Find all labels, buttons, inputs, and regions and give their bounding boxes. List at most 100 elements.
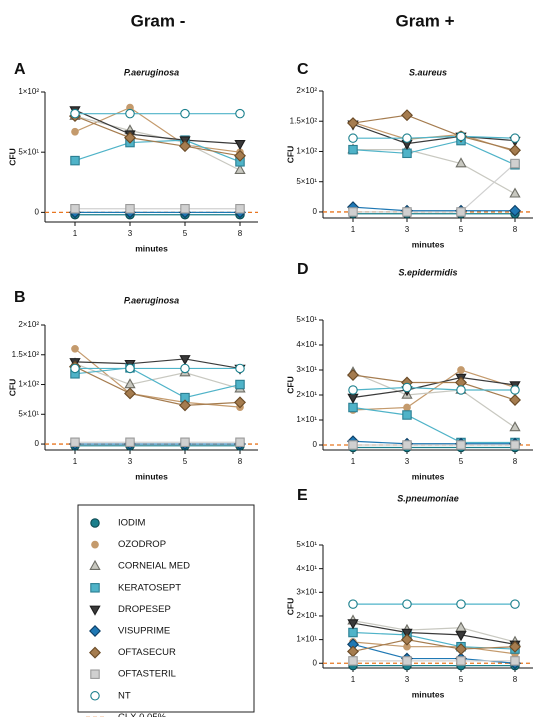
series-line	[353, 135, 516, 139]
marker	[403, 403, 411, 412]
marker	[456, 599, 466, 609]
marker	[91, 540, 99, 549]
marker	[456, 385, 466, 395]
x-axis-label: minutes	[412, 471, 445, 481]
marker	[89, 625, 101, 637]
marker	[348, 656, 358, 666]
y-tick-label: 2×10²	[18, 320, 39, 329]
marker	[509, 187, 521, 198]
marker	[510, 656, 520, 666]
marker	[180, 108, 190, 119]
marker	[402, 133, 412, 143]
y-tick-label: 2×10¹	[296, 390, 317, 399]
marker	[180, 437, 190, 448]
y-axis-label: CFU	[285, 598, 295, 615]
marker	[509, 144, 521, 157]
marker	[510, 599, 520, 609]
marker	[348, 144, 358, 155]
marker	[235, 108, 245, 119]
marker	[70, 437, 80, 448]
column-heading: Gram -	[131, 11, 186, 30]
series-line	[352, 406, 515, 444]
y-tick-label: 4×10¹	[296, 340, 317, 349]
legend-box	[77, 504, 255, 713]
marker	[510, 385, 520, 395]
legend-label: VISUPRIME	[118, 626, 170, 637]
chart-title: P.aeruginosa	[124, 67, 179, 77]
y-tick-label: 1.5×10²	[12, 350, 40, 359]
x-tick-label: 8	[513, 225, 518, 234]
marker	[90, 669, 100, 679]
marker	[125, 204, 135, 214]
series-line	[352, 123, 516, 145]
series-line	[352, 206, 515, 212]
marker	[124, 131, 136, 144]
marker	[455, 643, 467, 656]
x-axis-label: minutes	[412, 239, 445, 249]
column-heading: Gram +	[395, 11, 454, 30]
y-tick-label: 4×10¹	[296, 564, 317, 573]
marker	[347, 645, 359, 658]
marker	[455, 157, 467, 168]
x-tick-label: 5	[459, 457, 464, 466]
chart-title: P.aeruginosa	[124, 295, 179, 305]
marker	[348, 402, 358, 413]
marker	[402, 382, 412, 393]
panel-letter: C	[297, 61, 309, 78]
marker	[70, 363, 80, 374]
marker	[347, 117, 359, 130]
x-tick-label: 1	[351, 457, 356, 466]
marker	[235, 379, 245, 390]
marker	[348, 627, 358, 638]
marker	[401, 633, 413, 646]
marker	[179, 399, 191, 412]
marker	[70, 155, 80, 166]
marker	[179, 140, 191, 153]
series-line	[352, 139, 516, 166]
marker	[71, 344, 79, 353]
marker	[402, 207, 412, 217]
legend-label: IODIM	[118, 518, 146, 529]
legend-label: KERATOSEPT	[118, 582, 181, 593]
chart-title: S.pneumoniae	[397, 493, 459, 503]
series-line	[352, 114, 516, 151]
marker	[89, 646, 101, 659]
y-tick-label: 3×10¹	[296, 365, 317, 374]
marker	[180, 363, 190, 374]
marker	[509, 394, 521, 406]
legend-label: OFTASTERIL	[118, 669, 176, 680]
x-tick-label: 3	[405, 675, 410, 684]
x-tick-label: 3	[405, 225, 410, 234]
y-tick-label: 1×10²	[296, 147, 317, 156]
y-tick-label: 1×10²	[18, 380, 39, 389]
marker	[348, 207, 358, 217]
legend-label: CLX 0.05%	[118, 712, 167, 717]
marker	[456, 131, 466, 142]
marker	[348, 133, 358, 143]
marker	[125, 108, 135, 119]
marker	[90, 518, 100, 528]
x-axis-label: minutes	[412, 689, 445, 699]
marker	[89, 605, 101, 616]
marker	[456, 656, 466, 666]
marker	[124, 387, 136, 400]
marker	[180, 204, 190, 214]
marker	[234, 140, 246, 151]
marker	[402, 656, 412, 666]
panel-letter: B	[14, 289, 26, 306]
marker	[71, 127, 79, 136]
y-tick-label: 1×10²	[18, 87, 39, 96]
legend-label: OFTASECUR	[118, 647, 176, 658]
marker	[234, 163, 246, 174]
x-tick-label: 1	[351, 675, 356, 684]
series-line	[352, 440, 515, 445]
x-tick-label: 1	[73, 457, 78, 466]
marker	[70, 108, 80, 119]
series-line	[74, 115, 241, 157]
y-tick-label: 5×10¹	[296, 540, 317, 549]
marker	[402, 148, 412, 159]
x-axis-label: minutes	[135, 471, 168, 481]
series-line	[74, 363, 241, 390]
legend-label: OZODROP	[118, 539, 166, 550]
